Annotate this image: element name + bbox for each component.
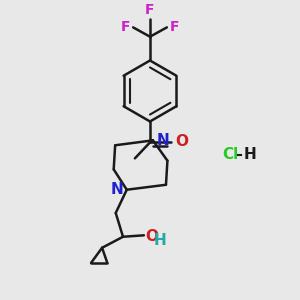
Text: H: H (154, 233, 167, 248)
Text: F: F (145, 3, 155, 17)
Text: O: O (146, 229, 158, 244)
Text: O: O (175, 134, 188, 149)
Text: Cl: Cl (223, 147, 239, 162)
Text: F: F (121, 20, 130, 34)
Text: F: F (170, 20, 179, 34)
Text: N: N (110, 182, 123, 197)
Text: H: H (244, 147, 256, 162)
Text: N: N (156, 133, 169, 148)
